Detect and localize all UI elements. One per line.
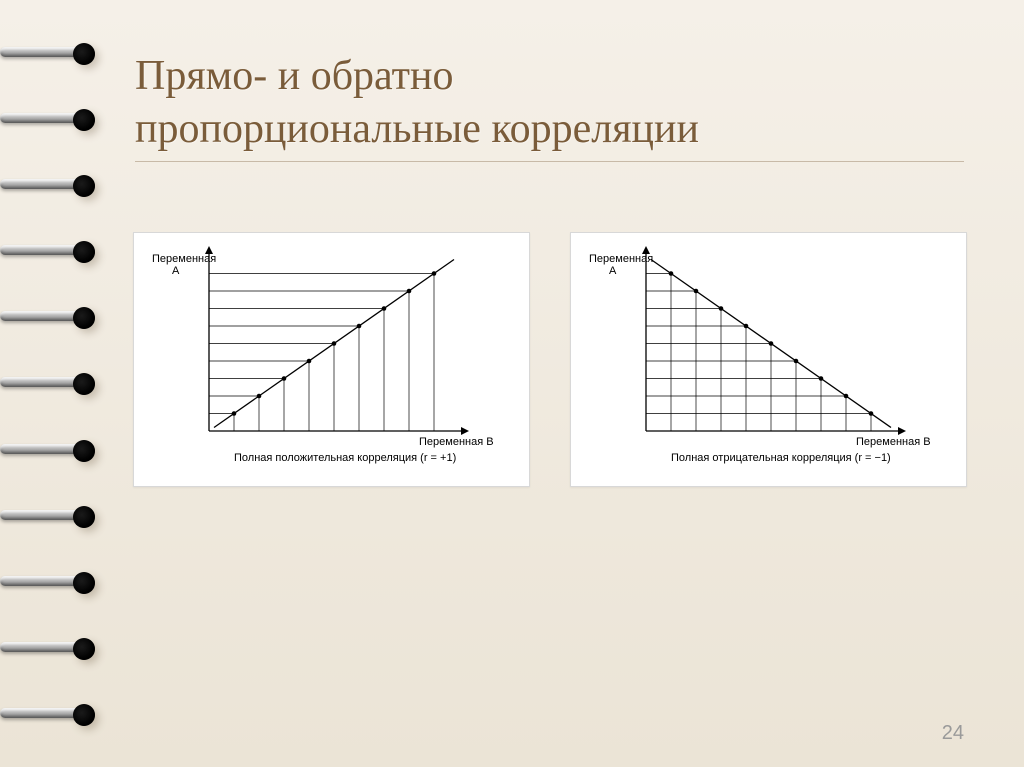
svg-text:A: A [172,265,180,277]
negative-chart-svg: ПеременнаяA Переменная B Полная отрицатель… [581,241,956,476]
charts-row: ПеременнаяAПеременная BПолная положитель… [135,232,964,487]
svg-text:Полная отрицательная корреляци: Полная отрицательная корреляция (r = −1) [671,452,891,464]
spiral-binding [0,0,105,767]
svg-text:Переменная B: Переменная B [419,436,494,448]
svg-text:A: A [609,265,617,277]
slide-content: Прямо- и обратно пропорциональные коррел… [105,0,1024,767]
positive-chart-svg: ПеременнаяA Переменная B Полная положитель… [144,241,519,476]
negative-correlation-chart: ПеременнаяA Переменная B Полная отрицатель… [570,232,967,487]
slide-title: Прямо- и обратно пропорциональные коррел… [135,50,964,162]
title-line-1: Прямо- и обратно [135,53,453,99]
svg-text:Полная положительная корреляци: Полная положительная корреляция (r = +1) [234,452,456,464]
positive-correlation-chart: ПеременнаяA Переменная B Полная положитель… [133,232,530,487]
page-number: 24 [942,722,964,745]
title-line-2: пропорциональные корреляции [135,106,699,152]
svg-text:Переменная: Переменная [589,253,653,265]
svg-text:Переменная B: Переменная B [856,436,931,448]
svg-text:Переменная: Переменная [152,253,216,265]
